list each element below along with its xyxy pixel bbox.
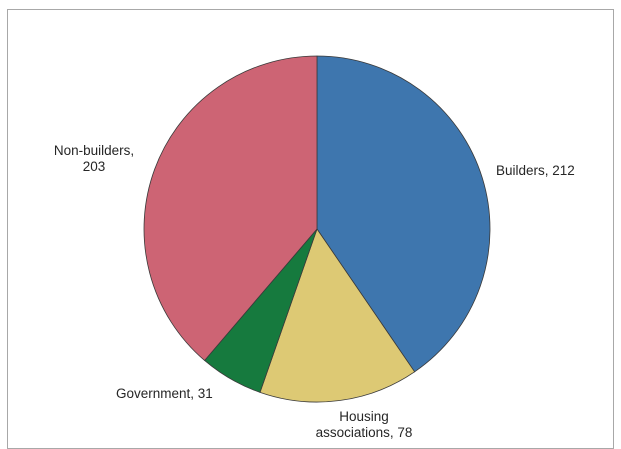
label-builders: Builders, 212 [496,163,575,179]
label-government-text: Government, 31 [116,386,213,401]
pie-slice-housing-associations [259,228,416,403]
label-nonbuilders-line2: 203 [82,159,106,174]
label-housing-line2: associations, 78 [315,425,413,440]
label-builders-text: Builders, 212 [496,163,575,178]
pie-chart [143,55,491,403]
label-housing-associations: Housing associations, 78 [316,409,413,441]
pie-slice-non-builders [143,55,318,361]
label-government: Government, 31 [116,386,213,402]
label-nonbuilders-line1: Non-builders, [53,143,135,158]
label-non-builders: Non-builders, 203 [54,143,134,175]
label-housing-line1: Housing [339,409,389,424]
pie-slice-builders [316,55,491,373]
